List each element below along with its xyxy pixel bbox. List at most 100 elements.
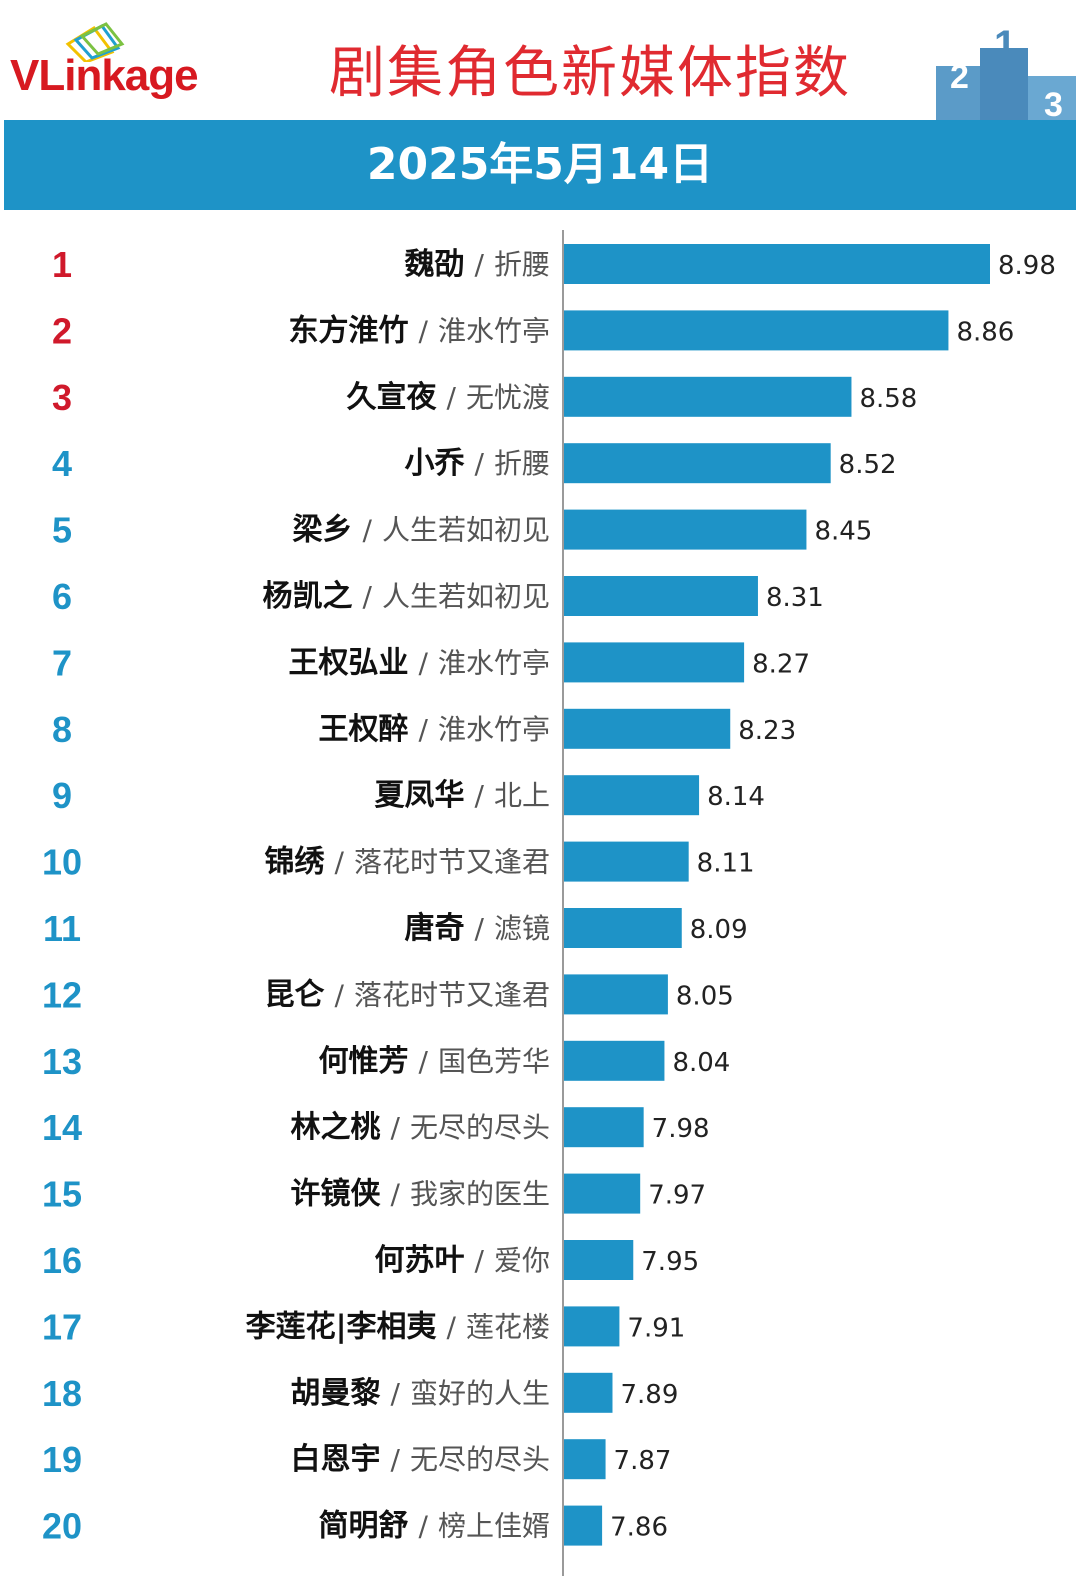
- rank-number: 14: [42, 1107, 82, 1148]
- show-name: 折腰: [494, 447, 550, 480]
- bar: [564, 1040, 665, 1081]
- separator: /: [419, 713, 429, 746]
- separator: /: [475, 248, 485, 281]
- value-label: 7.89: [620, 1380, 678, 1410]
- character-name: 杨凯之: [263, 579, 353, 614]
- separator: /: [419, 1045, 429, 1078]
- header: VLinkage 剧集角色新媒体指数 2 1 3: [0, 0, 1080, 120]
- page-title: 剧集角色新媒体指数: [329, 41, 851, 106]
- value-label: 8.27: [752, 649, 810, 679]
- bar: [564, 908, 682, 948]
- character-name: 久宣夜: [347, 380, 438, 415]
- bar: [564, 1173, 641, 1214]
- separator: /: [335, 846, 345, 879]
- character-name: 魏劭: [405, 247, 465, 282]
- rank-number: 10: [42, 842, 82, 883]
- chart-svg: 1 魏劭 / 折腰 8.98 2 东方淮竹 / 淮水竹亭 8.86 3 久宣夜 / 无忧渡 8.58 4 小乔 /…: [42, 230, 1056, 1576]
- show-name: 人生若如初见: [382, 514, 550, 547]
- rank-number: 6: [52, 576, 72, 617]
- character-name: 夏凤华: [375, 778, 465, 813]
- character-name: 王权醉: [319, 712, 409, 747]
- show-name: 落花时节又逢君: [354, 978, 550, 1011]
- rank-number: 15: [42, 1174, 82, 1215]
- bar-label: 唐奇 / 滤镜: [405, 911, 550, 946]
- value-label: 7.86: [610, 1513, 668, 1543]
- rank-number: 5: [52, 510, 72, 551]
- rank-number: 1: [52, 244, 72, 285]
- rank-number: 2: [52, 310, 72, 351]
- vlinkage-logo: VLinkage: [10, 22, 240, 102]
- bar: [564, 775, 700, 816]
- value-label: 7.91: [627, 1313, 685, 1343]
- bar: [564, 708, 731, 749]
- character-name: 许镜侠: [291, 1177, 382, 1212]
- character-name: 林之桃: [291, 1110, 381, 1145]
- value-label: 7.87: [614, 1446, 672, 1476]
- character-name: 胡曼黎: [291, 1376, 381, 1411]
- show-name: 爱你: [494, 1244, 550, 1277]
- value-label: 8.23: [738, 716, 796, 746]
- character-name: 何惟芳: [319, 1044, 409, 1079]
- date-label: 2025年5月14日: [366, 139, 714, 190]
- bar-label: 何惟芳 / 国色芳华: [319, 1044, 550, 1079]
- bar: [564, 1107, 644, 1148]
- bar-label: 林之桃 / 无尽的尽头: [291, 1110, 550, 1145]
- show-name: 我家的医生: [410, 1178, 550, 1211]
- character-name: 何苏叶: [375, 1243, 465, 1278]
- character-name: 简明舒: [319, 1509, 409, 1544]
- value-label: 8.31: [766, 583, 824, 613]
- separator: /: [475, 1244, 485, 1277]
- bar: [564, 1439, 606, 1480]
- bar: [564, 443, 831, 484]
- podium-icon: 2 1 3: [936, 23, 1076, 120]
- bar-label: 白恩宇 / 无尽的尽头: [291, 1442, 550, 1477]
- separator: /: [419, 1510, 429, 1543]
- rank-number: 16: [42, 1240, 82, 1281]
- show-name: 北上: [494, 779, 550, 812]
- value-label: 8.58: [859, 384, 917, 414]
- bar: [564, 1372, 613, 1413]
- character-name: 锦绣: [265, 845, 326, 880]
- logo-frames-icon: [65, 22, 125, 62]
- podium-number-1: 1: [994, 23, 1016, 67]
- ranking-chart: 1 魏劭 / 折腰 8.98 2 东方淮竹 / 淮水竹亭 8.86 3 久宣夜 / 无忧渡 8.58 4 小乔 /…: [0, 210, 1080, 1576]
- show-name: 无尽的尽头: [410, 1443, 550, 1476]
- separator: /: [475, 779, 485, 812]
- bar: [564, 576, 758, 616]
- separator: /: [475, 912, 485, 945]
- value-label: 8.04: [672, 1048, 730, 1078]
- show-name: 落花时节又逢君: [354, 846, 550, 879]
- value-label: 7.97: [648, 1181, 706, 1211]
- show-name: 无尽的尽头: [410, 1111, 550, 1144]
- separator: /: [391, 1377, 401, 1410]
- bar: [564, 244, 990, 284]
- value-label: 8.14: [707, 782, 765, 812]
- separator: /: [391, 1443, 401, 1476]
- bar-label: 杨凯之 / 人生若如初见: [263, 579, 550, 614]
- show-name: 淮水竹亭: [438, 314, 550, 347]
- rank-number: 8: [52, 709, 72, 750]
- logo-text-value: VLinkage: [10, 51, 199, 100]
- logo-text: VLinkage: [10, 51, 199, 100]
- character-name: 李莲花|李相夷: [246, 1309, 437, 1344]
- show-name: 折腰: [494, 248, 550, 281]
- show-name: 蛮好的人生: [410, 1377, 550, 1410]
- bar: [564, 1505, 603, 1546]
- bar-label: 魏劭 / 折腰: [405, 247, 550, 282]
- bar-label: 李莲花|李相夷 / 莲花楼: [246, 1309, 550, 1344]
- bar: [564, 509, 807, 550]
- bar: [564, 310, 949, 351]
- show-name: 滤镜: [494, 912, 550, 945]
- value-label: 7.95: [641, 1247, 699, 1277]
- show-name: 榜上佳婿: [438, 1510, 550, 1543]
- separator: /: [419, 314, 429, 347]
- separator: /: [447, 381, 457, 414]
- rank-number: 13: [42, 1041, 82, 1082]
- character-name: 王权弘业: [289, 645, 409, 680]
- bar: [564, 974, 668, 1015]
- bar-label: 王权弘业 / 淮水竹亭: [289, 645, 550, 680]
- bar-label: 梁乡 / 人生若如初见: [293, 513, 550, 548]
- date-band: 2025年5月14日: [4, 120, 1076, 210]
- character-name: 东方淮竹: [289, 313, 409, 348]
- podium-number-2: 2: [950, 58, 969, 96]
